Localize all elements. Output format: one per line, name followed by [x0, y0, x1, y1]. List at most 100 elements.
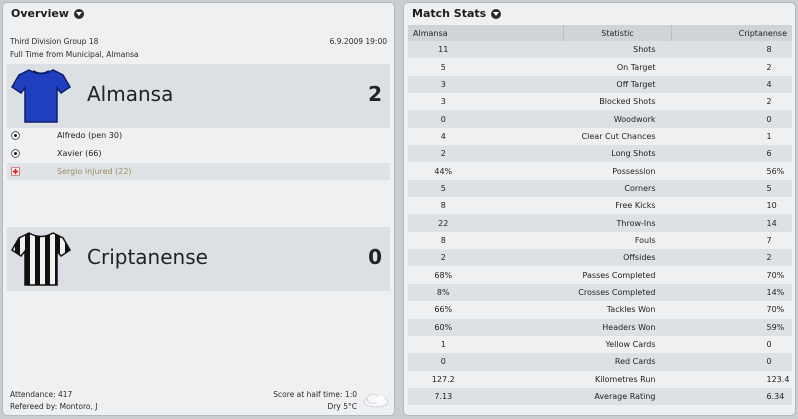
stats-row: 11 Shots 8 [408, 41, 792, 59]
venue-row: Full Time from Municipal, Almansa [10, 50, 387, 59]
home-team-score: 2 [368, 82, 382, 106]
away-value: 14% [671, 283, 792, 302]
ball-icon [11, 149, 20, 158]
stats-title-bar[interactable]: Match Stats [404, 3, 795, 25]
statistic-label: Corners [563, 179, 672, 198]
statistic-label: Blocked Shots [599, 97, 656, 107]
statistic-label: Offsides [563, 249, 672, 267]
away-value: 14 [671, 214, 792, 232]
halftime-score: Score at half time: 1:0 [273, 390, 357, 399]
home-value: 8 [440, 201, 446, 211]
home-value: 2 [408, 249, 564, 267]
away-value: 0 [671, 353, 792, 371]
away-team-name[interactable]: Criptanense [87, 245, 208, 269]
stats-row: 7.13 Average Rating 6.34 [408, 387, 792, 406]
overview-title: Overview [11, 7, 69, 20]
home-value: 0 [408, 353, 564, 371]
away-value: 6.34 [671, 387, 792, 406]
away-value: 70% [766, 305, 785, 315]
goal-event: Alfredo (pen 30) [7, 127, 390, 144]
injury-icon [11, 167, 20, 176]
stats-row: 4 Clear Cut Chances 1 [408, 128, 792, 145]
home-value: 5 [440, 62, 446, 72]
stats-row: 2 Long Shots 6 [408, 145, 792, 163]
away-value: 5 [671, 179, 792, 198]
weather-label: Dry 5°C [327, 402, 357, 411]
home-value: 2 [408, 145, 564, 163]
statistic-label: Possession [612, 166, 656, 176]
stats-row: 44% Possession 56% [408, 162, 792, 179]
home-value: 68% [434, 270, 453, 280]
home-value: 8 [440, 235, 446, 245]
stats-row: 127.2 Kilometres Run 123.4 [408, 371, 792, 388]
stats-row: 0 Red Cards 0 [408, 353, 792, 371]
home-team-name[interactable]: Almansa [87, 82, 174, 106]
overview-title-bar[interactable]: Overview [3, 3, 394, 25]
stats-row: 5 Corners 5 [408, 179, 792, 198]
home-value: 127.2 [431, 374, 455, 384]
header-away-team[interactable]: Criptanense [671, 25, 792, 41]
statistic-label: Shots [563, 41, 672, 59]
away-value: 70% [766, 270, 785, 280]
away-team-band: Criptanense 0 [7, 227, 390, 291]
statistic-label: Yellow Cards [605, 340, 656, 350]
stats-row: 8 Fouls 7 [408, 232, 792, 249]
away-value: 2 [671, 249, 792, 267]
statistic-label: Tackles Won [606, 305, 656, 315]
chevron-down-icon[interactable] [73, 9, 84, 19]
home-value: 4 [440, 131, 446, 141]
home-value: 7.13 [408, 387, 564, 406]
injury-event-text[interactable]: Sergio injured (22) [57, 167, 132, 176]
stats-row: 2 Offsides 2 [408, 249, 792, 267]
away-value: 0 [671, 110, 792, 128]
home-value: 44% [434, 166, 453, 176]
header-home-team[interactable]: Almansa [408, 25, 564, 41]
away-value: 10 [766, 201, 777, 211]
stats-row: 22 Throw-Ins 14 [408, 214, 792, 232]
stats-row: 3 Blocked Shots 2 [408, 93, 792, 110]
stats-row: 1 Yellow Cards 0 [408, 336, 792, 353]
stats-header-row: Almansa Statistic Criptanense [408, 25, 792, 41]
ball-icon [11, 131, 20, 140]
stats-row: 5 On Target 2 [408, 58, 792, 75]
stats-row: 68% Passes Completed 70% [408, 266, 792, 283]
referee-label[interactable]: Refereed by: Montoro, J [10, 402, 98, 411]
cloud-icon [363, 394, 389, 408]
stats-body: 11 Shots 8 5 On Target 2 3 Off Target 4 3 Blocked … [408, 41, 792, 406]
statistic-label: Fouls [634, 235, 656, 245]
goal-event-text[interactable]: Alfredo (pen 30) [57, 131, 123, 140]
goal-event-text[interactable]: Xavier (66) [57, 149, 102, 158]
header-statistic[interactable]: Statistic [563, 25, 672, 41]
statistic-label: Red Cards [563, 353, 672, 371]
stats-row: 0 Woodwork 0 [408, 110, 792, 128]
home-value: 1 [440, 340, 446, 350]
away-value: 56% [766, 166, 785, 176]
away-value: 123.4 [766, 374, 790, 384]
home-value: 22 [408, 214, 564, 232]
attendance-label: Attendance: 417 [10, 390, 73, 399]
away-value: 1 [766, 131, 772, 141]
home-value: 5 [408, 179, 564, 198]
stats-row: 8 Free Kicks 10 [408, 197, 792, 214]
home-team-band: Almansa 2 [7, 64, 390, 128]
statistic-label: Average Rating [563, 387, 672, 406]
statistic-label: Clear Cut Chances [581, 131, 656, 141]
chevron-down-icon[interactable] [491, 9, 502, 19]
away-shirt-icon [11, 232, 71, 286]
home-value: 3 [408, 75, 564, 94]
away-value: 0 [766, 340, 772, 350]
away-value: 7 [766, 235, 772, 245]
home-shirt-icon [11, 69, 71, 123]
home-value: 3 [440, 97, 446, 107]
statistic-label: Long Shots [563, 145, 672, 163]
footer-row-1: Attendance: 417 Score at half time: 1:0 [10, 390, 387, 399]
home-value: 60% [408, 318, 564, 336]
statistic-label: Throw-Ins [563, 214, 672, 232]
statistic-label: Free Kicks [615, 201, 656, 211]
statistic-label: Headers Won [563, 318, 672, 336]
statistic-label: Woodwork [563, 110, 672, 128]
stats-row: 8% Crosses Completed 14% [408, 283, 792, 302]
competition-label: Third Division Group 18 [10, 37, 99, 46]
away-value: 59% [671, 318, 792, 336]
statistic-label: Kilometres Run [594, 374, 656, 384]
